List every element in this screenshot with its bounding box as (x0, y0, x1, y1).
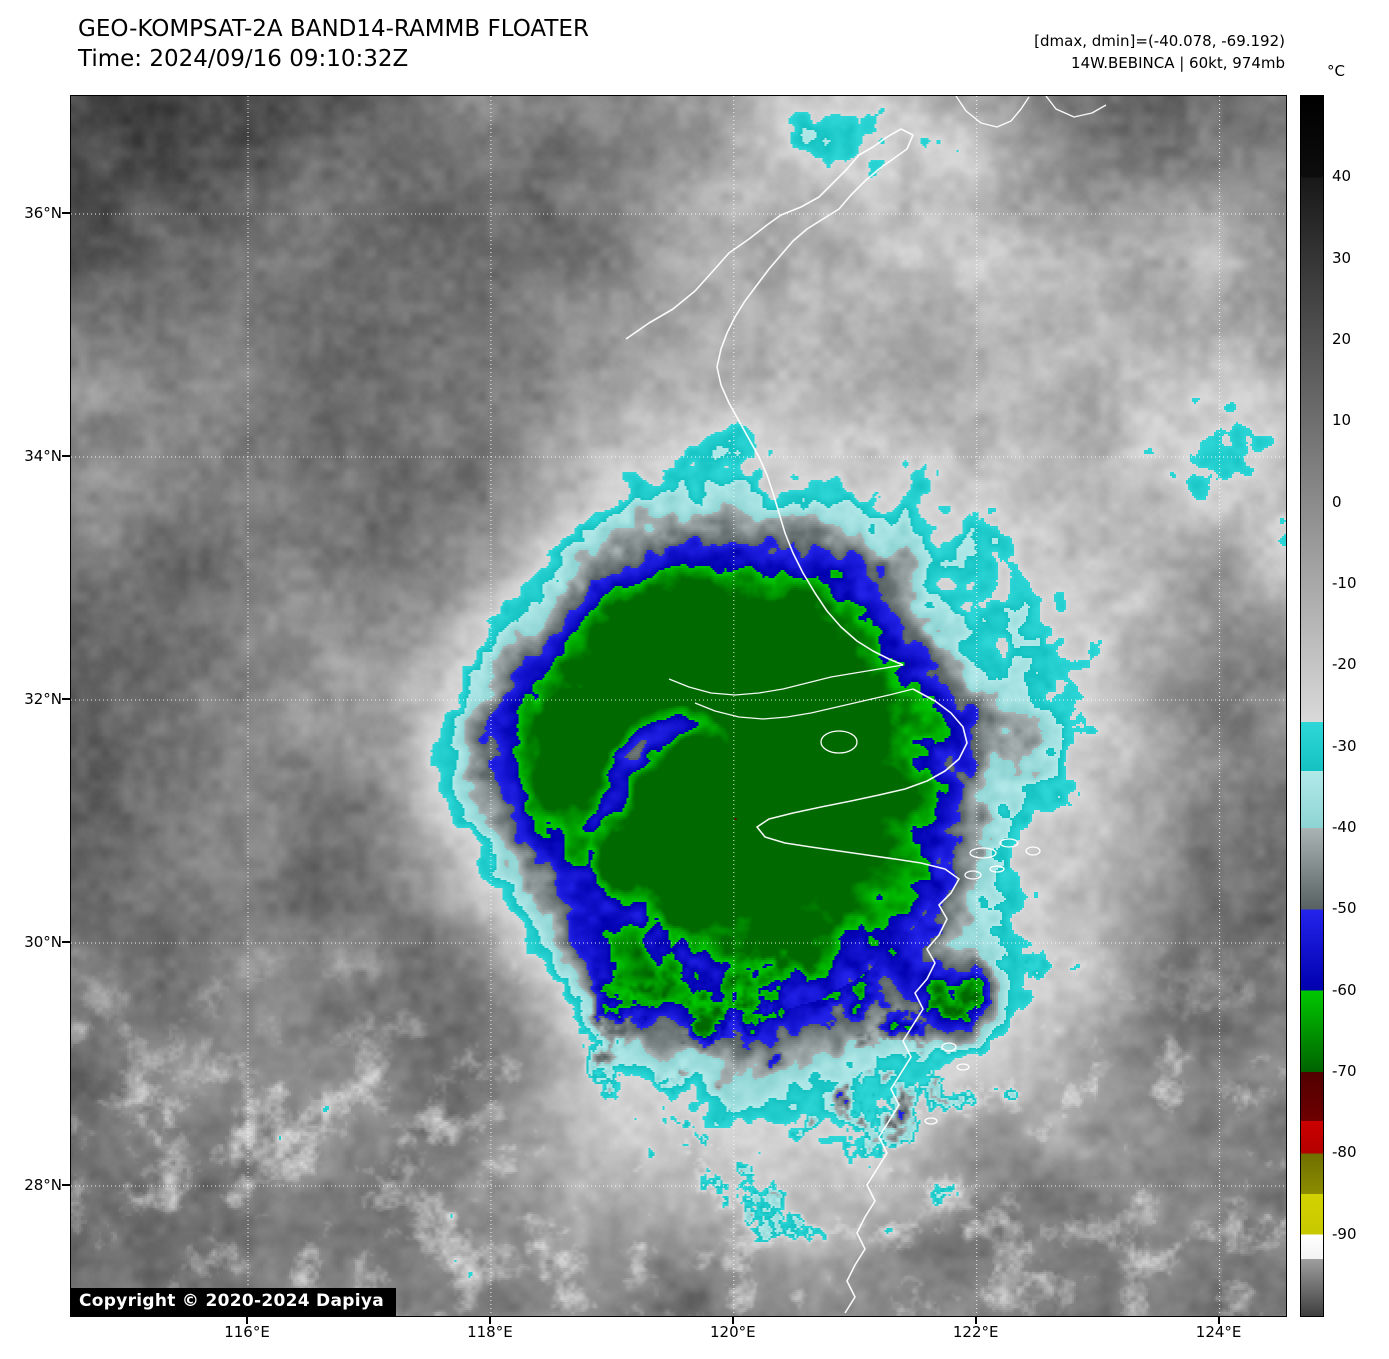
colorbar-unit-label: °C (1327, 62, 1345, 80)
colorbar-tick-label: -40 (1332, 818, 1357, 836)
lat-tick-mark (62, 455, 70, 457)
colorbar-tick-label: -60 (1332, 980, 1357, 999)
island-outline (820, 730, 858, 754)
timestamp: Time: 2024/09/16 09:10:32Z (78, 46, 409, 72)
page-title: GEO-KOMPSAT-2A BAND14-RAMMB FLOATER (78, 16, 589, 42)
colorbar-tick-label: 20 (1332, 330, 1352, 348)
header-annotations: [dmax, dmin]=(-40.078, -69.192) 14W.BEBI… (1034, 30, 1285, 74)
lat-tick-mark (62, 698, 70, 700)
island-outline (941, 1042, 957, 1052)
island-outline (1025, 846, 1041, 856)
lon-tick-mark (488, 1316, 491, 1324)
island-outline (964, 870, 982, 880)
lon-tick-label: 120°E (709, 1323, 756, 1341)
colorbar-tick-label: 0 (1332, 492, 1342, 511)
lat-tick-label: 32°N (24, 690, 62, 708)
coastline-layer (625, 96, 1107, 1314)
lat-tick-label: 28°N (24, 1176, 62, 1194)
coastline (625, 128, 914, 666)
coastline (756, 688, 968, 1314)
colorbar-tick-label: -50 (1332, 899, 1357, 918)
dmax-dmin-label: [dmax, dmin]=(-40.078, -69.192) (1034, 32, 1285, 50)
lon-tick-mark (1217, 1316, 1220, 1324)
coastline (668, 664, 904, 696)
colorbar-tick-label: -90 (1332, 1224, 1357, 1243)
header: GEO-KOMPSAT-2A BAND14-RAMMB FLOATER Time… (78, 14, 589, 74)
lon-tick-label: 116°E (224, 1323, 270, 1341)
colorbar-tick-label: -20 (1332, 655, 1357, 674)
colorbar-tick-label: -70 (1332, 1062, 1357, 1080)
island-outline (999, 838, 1019, 848)
island-outline (924, 1117, 938, 1125)
coastline (1045, 96, 1107, 118)
lon-tick-mark (974, 1316, 977, 1324)
lon-tick-mark (246, 1316, 248, 1324)
lat-tick-label: 36°N (24, 204, 62, 222)
lat-tick-mark (62, 1184, 70, 1186)
colorbar (1300, 95, 1324, 1317)
lat-tick-label: 34°N (24, 447, 62, 465)
colorbar-tick-label: 10 (1332, 411, 1352, 430)
colorbar-tick-label: -10 (1332, 574, 1357, 592)
lon-tick-label: 122°E (952, 1323, 999, 1341)
satellite-map: Copyright © 2020-2024 Dapiya (70, 95, 1287, 1317)
lat-tick-mark (62, 941, 70, 943)
colorbar-tick-label: 30 (1332, 248, 1352, 267)
colorbar-tick-label: -30 (1332, 736, 1357, 755)
lat-tick-mark (62, 212, 70, 214)
colorbar-tick-label: -80 (1332, 1143, 1357, 1162)
graticule-layer (71, 96, 1286, 1316)
lon-tick-label: 124°E (1195, 1323, 1242, 1341)
copyright-badge: Copyright © 2020-2024 Dapiya (71, 1288, 396, 1316)
satellite-image-canvas (71, 96, 1286, 1316)
island-outline (989, 865, 1005, 873)
lon-tick-mark (731, 1316, 734, 1324)
colorbar-tick-label: 40 (1332, 167, 1352, 186)
lon-tick-label: 118°E (467, 1323, 513, 1341)
island-outline (956, 1063, 970, 1071)
lat-tick-label: 30°N (24, 933, 62, 951)
island-outline (969, 847, 997, 859)
map-overlay (71, 96, 1286, 1316)
coastline (955, 96, 1030, 128)
coastline (694, 688, 914, 720)
storm-info-label: 14W.BEBINCA | 60kt, 974mb (1071, 54, 1285, 72)
